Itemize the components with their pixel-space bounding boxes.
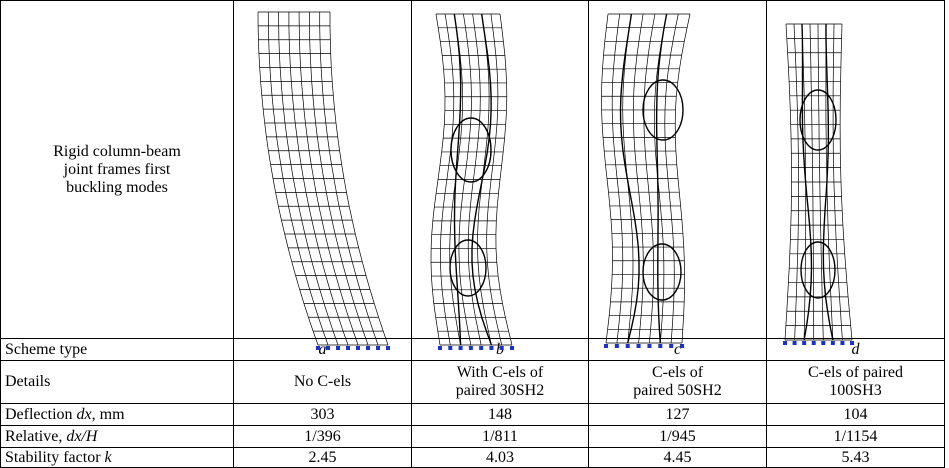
value-cell: C-els of paired 50SH2 — [588, 360, 767, 404]
value-cell: 1/811 — [411, 425, 589, 448]
value-cell: C-els of paired 100SH3 — [766, 360, 945, 404]
value-cell: 104 — [766, 403, 945, 426]
label-text: Relative, — [5, 427, 67, 445]
cell-line: 2.45 — [308, 448, 337, 466]
value-cell: 148 — [411, 403, 589, 426]
label-text: , mm — [91, 405, 125, 423]
stub-line: buckling modes — [66, 178, 168, 196]
stub-line: Rigid column-beam — [53, 142, 181, 160]
row-label: Details — [0, 360, 234, 404]
table-row: Stability factor k 2.45 4.03 4.45 5.43 — [0, 447, 945, 468]
cell-line: paired 30SH2 — [455, 382, 545, 399]
row-label: Relative, dx/H — [0, 425, 234, 448]
cell-line: 1/945 — [659, 427, 696, 445]
row-label: Stability factor k — [0, 447, 234, 468]
cell-line: With C-els of — [456, 364, 544, 381]
image-row: Rigid column-beam joint frames first buckl… — [0, 0, 945, 339]
value-cell: 303 — [233, 403, 412, 426]
value-cell: No C-els — [233, 360, 412, 404]
label-text: dx/H — [66, 427, 98, 445]
value-cell: With C-els of paired 30SH2 — [411, 360, 589, 404]
cell-line: 127 — [665, 405, 690, 423]
value-cell: c — [588, 338, 767, 361]
cell-line: b — [496, 340, 504, 358]
value-cell: 2.45 — [233, 447, 412, 468]
image-cell — [411, 0, 589, 339]
label-text: k — [104, 448, 112, 466]
row-label: Scheme type — [0, 338, 234, 361]
value-cell: 1/1154 — [766, 425, 945, 448]
cell-line: 100SH3 — [829, 382, 882, 399]
cell-line: 1/811 — [482, 427, 518, 445]
value-cell: 5.43 — [766, 447, 945, 468]
label-text: Details — [5, 373, 51, 390]
cell-line: 4.45 — [663, 448, 692, 466]
value-cell: 127 — [588, 403, 767, 426]
label-text: Deflection — [5, 405, 77, 423]
stub-cell: Rigid column-beam joint frames first buckl… — [0, 0, 234, 339]
cell-line: 104 — [843, 405, 868, 423]
value-cell: 4.45 — [588, 447, 767, 468]
cell-line: 4.03 — [486, 448, 514, 466]
image-cell — [766, 0, 945, 339]
image-cell — [588, 0, 767, 339]
cell-line: d — [851, 340, 860, 358]
cell-line: paired 50SH2 — [633, 382, 722, 399]
table-row: Scheme type a b c d — [0, 338, 945, 361]
label-text: Stability factor — [5, 448, 105, 466]
cell-line: a — [318, 340, 327, 358]
cell-line: No C-els — [293, 373, 352, 390]
table-row: Deflection dx, mm 303 148 127 104 — [0, 403, 945, 426]
value-cell: 4.03 — [411, 447, 589, 468]
cell-line: 1/396 — [304, 427, 341, 445]
image-cell — [233, 0, 412, 339]
value-cell: d — [766, 338, 945, 361]
cell-line: C-els of — [651, 364, 704, 381]
label-text: Scheme type — [5, 340, 88, 358]
table-row: Relative, dx/H 1/396 1/811 1/945 1/1154 — [0, 425, 945, 448]
value-cell: b — [411, 338, 589, 361]
cell-line: c — [673, 340, 682, 358]
value-cell: 1/945 — [588, 425, 767, 448]
stub-line: joint frames first — [63, 160, 171, 178]
value-cell: 1/396 — [233, 425, 412, 448]
row-label: Deflection dx, mm — [0, 403, 234, 426]
label-text: dx — [76, 405, 92, 423]
cell-line: 148 — [488, 405, 512, 423]
value-cell: a — [233, 338, 412, 361]
cell-line: 303 — [310, 405, 335, 423]
cell-line: C-els of paired — [807, 364, 904, 381]
table-row: Details No C-els With C-els of paired 30SH2… — [0, 360, 945, 404]
cell-line: 5.43 — [841, 448, 870, 466]
cell-line: 1/1154 — [833, 427, 878, 445]
